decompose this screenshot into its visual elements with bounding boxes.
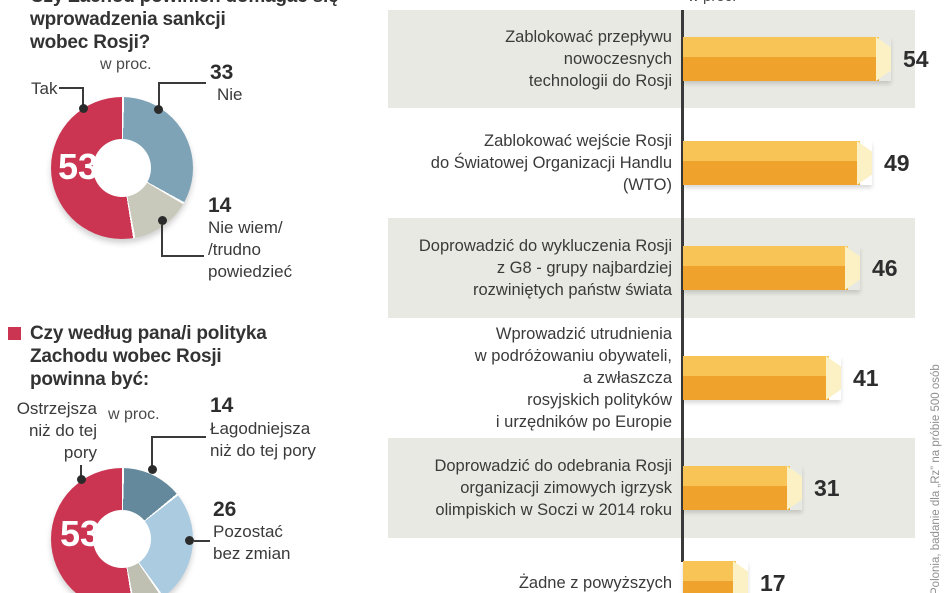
donut1-niewiem-connector-line [161,225,163,257]
donut2-lagodniejsza-label: Łagodniejsza niż do tej pory [210,419,316,460]
donut1-tak-connector-line [59,87,84,89]
bar-body [683,141,860,185]
bar-value: 31 [814,474,840,501]
source-credit-vertical: Polonia, badanie dla „Rz” na próbie 500 … [930,364,942,593]
bar-group: 49 [683,141,910,185]
bar-label: Żadne z powyższych [518,574,672,592]
bar-zadne [683,561,748,593]
bar-label: Zablokować przepływu nowoczesnych techno… [505,28,672,90]
bar-label: Wprowadzić utrudnienia w podróżowaniu ob… [474,325,672,431]
donut-chart-sanctions [51,97,193,239]
bar-end-cap [857,141,872,185]
donut1-nie-connector-line [158,82,206,84]
question1-units-label: w proc. [100,56,152,73]
bar-end-cap [876,37,891,81]
bar-group: 31 [683,466,840,510]
question2-title: Czy według pana/i polityka Zachodu wobec… [30,323,267,390]
question1-title-line1-clipped: Czy Zachód powinien domagać się [30,0,339,7]
donut2-ostrzejsza-connector-dot [77,475,86,484]
donut2-center-value: 53 [60,513,101,554]
bar-body [683,466,790,510]
bar-group: 41 [683,356,879,400]
donut2-ostrzejsza-connector-line [80,465,82,476]
bar-value: 54 [903,45,929,72]
bar-group: 17 [683,561,786,593]
bar-body [683,37,879,81]
question2-units-label: w proc. [108,406,160,423]
donut-chart-west-policy [51,468,193,593]
bar-wto [683,141,872,185]
bar-technologie [683,37,891,81]
bar-body [683,561,736,593]
donut2-lagodniejsza-connector-line [151,436,206,438]
barchart-axis-line [681,10,684,562]
bar-g8 [683,246,860,290]
barchart-row-band: Zablokować przepływu nowoczesnych techno… [388,10,929,108]
barchart-row-band: Doprowadzić do wykluczenia Rosji z G8 - … [388,218,915,318]
donut1-niewiem-value: 14 [208,194,232,217]
bar-soczi [683,466,802,510]
bar-group: 46 [683,246,898,290]
bar-label: Doprowadzić do odebrania Rosji organizac… [434,457,672,519]
donut2-pozostac-label: Pozostać bez zmian [213,522,291,563]
question1-title: Czy Zachód powinien domagać się wprowadz… [30,0,339,54]
bar-end-cap [787,466,802,510]
donut1-nie-connector-line [158,82,160,106]
question1-title-visible: wprowadzenia sankcji wobec Rosji? [30,9,226,53]
bar-body [683,356,829,400]
donut1-tak-connector-line [82,87,84,105]
donut1-niewiem-label: Nie wiem/ /trudno powiedzieć [208,218,293,281]
bar-label: Zablokować wejście Rosji do Światowej Or… [430,132,672,194]
bar-value: 41 [853,364,879,391]
bar-value: 46 [872,254,898,281]
donut1-nie-value: 33 [210,61,234,84]
donut1-nie-label: Nie [217,85,243,104]
bar-value: 49 [884,149,910,176]
donut1-niewiem-connector-dot [158,216,167,225]
barchart-row-band: Wprowadzić utrudnienia w podróżowaniu ob… [388,318,915,438]
question2-bullet-square [8,327,21,340]
donut2-lagodniejsza-connector-dot [148,465,157,474]
bar-value: 17 [760,569,786,593]
bar-end-cap [733,561,748,593]
donut1-nie-connector-dot [154,105,163,114]
bar-utrudnienia-podroze [683,356,841,400]
barchart-row-band: Żadne z powyższych 17 [388,538,915,593]
donut2-slice-label-ostrzejsza: Ostrzejsza niż do tej pory [16,399,97,462]
barchart-row-band: Zablokować wejście Rosji do Światowej Or… [388,108,915,218]
donut1-center-value: 53 [58,146,99,187]
donut2-pozostac-value: 26 [213,498,237,521]
donut2-pozostac-connector-dot [185,536,194,545]
barchart-units-label-clipped: w proc. [688,0,736,5]
barchart-row-band: Doprowadzić do odebrania Rosji organizac… [388,438,915,538]
donut1-tak-connector-dot [79,104,88,113]
donut1-niewiem-connector-line [161,255,204,257]
donut2-pozostac-connector-line [194,540,210,542]
donut2-lagodniejsza-value: 14 [210,394,234,417]
bar-end-cap [826,356,841,400]
bar-label: Doprowadzić do wykluczenia Rosji z G8 - … [418,237,672,299]
bar-body [683,246,848,290]
donut2-lagodniejsza-connector-line [151,436,153,466]
bar-end-cap [845,246,860,290]
bar-group: 54 [683,37,929,81]
donut1-slice-label-tak: Tak [31,79,58,98]
